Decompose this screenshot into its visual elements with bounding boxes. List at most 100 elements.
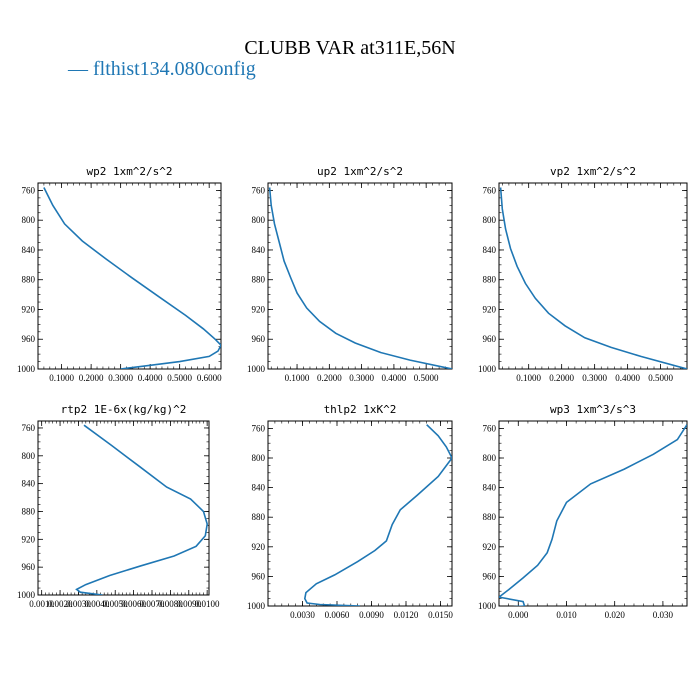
panel-title: wp3 1xm^3/s^3 [550, 403, 636, 416]
plot-frame [267, 182, 453, 370]
x-tick-label: 0.000 [508, 610, 529, 620]
y-tick-label: 1000 [17, 590, 36, 600]
chart-panel-6: wp3 1xm^3/s^3 760 800 840 880 920 960 1000 0.000… [478, 403, 688, 620]
series-line [499, 424, 687, 606]
x-tick-label: 0.0030 [290, 610, 315, 620]
y-tick-label: 760 [22, 423, 36, 433]
y-tick-label: 960 [252, 334, 266, 344]
y-tick-label: 880 [22, 275, 36, 285]
y-tick-label: 840 [483, 483, 497, 493]
y-tick-label: 1000 [247, 364, 266, 374]
chart-panel-3: vp2 1xm^2/s^2 760 800 840 880 920 960 1000 0.100… [478, 165, 688, 383]
y-tick-label: 800 [22, 451, 36, 461]
x-tick-label: 0.0090 [176, 599, 201, 609]
y-tick-label: 840 [252, 483, 266, 493]
y-tick-label: 800 [483, 453, 497, 463]
x-tick-label: 0.0040 [84, 599, 109, 609]
chart-panel-5: thlp2 1xK^2 760 800 840 880 920 960 1000 0.0030 0… [247, 403, 453, 620]
y-tick-label: 840 [483, 245, 497, 255]
panel-title: vp2 1xm^2/s^2 [550, 165, 636, 178]
y-tick-label: 800 [22, 215, 36, 225]
series-line [43, 187, 221, 369]
y-tick-label: 1000 [247, 601, 266, 611]
x-tick-label: 0.0120 [394, 610, 419, 620]
x-tick-label: 0.2000 [79, 373, 104, 383]
y-tick-label: 960 [22, 562, 36, 572]
y-tick-label: 800 [252, 215, 266, 225]
y-tick-label: 920 [252, 304, 266, 314]
x-tick-label: 0.2000 [549, 373, 574, 383]
series-line [268, 187, 452, 369]
y-tick-label: 920 [22, 534, 36, 544]
x-tick-label: 0.3000 [349, 373, 374, 383]
x-tick-label: 0.0060 [121, 599, 146, 609]
panel-title: rtp2 1E-6x(kg/kg)^2 [61, 403, 187, 416]
x-tick-label: 0.0070 [140, 599, 165, 609]
x-tick-label: 0.030 [653, 610, 674, 620]
x-tick-label: 0.0080 [158, 599, 183, 609]
y-tick-label: 880 [22, 506, 36, 516]
plot-frame [267, 420, 453, 607]
y-tick-label: 920 [483, 304, 497, 314]
panel-title: up2 1xm^2/s^2 [317, 165, 403, 178]
chart-panel-1: wp2 1xm^2/s^2 760 800 840 880 920 960 1000 0.100… [17, 165, 222, 383]
y-tick-label: 960 [483, 571, 497, 581]
x-tick-label: 0.0020 [48, 599, 73, 609]
y-tick-label: 960 [483, 334, 497, 344]
x-tick-label: 0.6000 [197, 373, 222, 383]
y-tick-label: 800 [252, 453, 266, 463]
y-tick-label: 880 [252, 512, 266, 522]
y-tick-label: 1000 [17, 364, 36, 374]
x-tick-label: 0.0030 [66, 599, 91, 609]
x-tick-label: 0.5000 [167, 373, 192, 383]
y-tick-label: 840 [22, 479, 36, 489]
plot-frame [37, 420, 210, 596]
series-line [303, 424, 452, 606]
y-tick-label: 880 [252, 275, 266, 285]
y-tick-label: 760 [252, 423, 266, 433]
x-tick-label: 0.3000 [108, 373, 133, 383]
x-tick-label: 0.0090 [359, 610, 384, 620]
y-tick-label: 920 [252, 542, 266, 552]
chart-panel-4: rtp2 1E-6x(kg/kg)^2 760 800 840 880 920 960 100… [17, 403, 220, 609]
x-tick-label: 0.010 [556, 610, 577, 620]
y-tick-label: 920 [483, 542, 497, 552]
y-tick-label: 840 [22, 245, 36, 255]
y-tick-label: 960 [22, 334, 36, 344]
y-tick-label: 760 [22, 185, 36, 195]
x-tick-label: 0.1000 [516, 373, 541, 383]
legend-entry: — flthist134.080config [68, 58, 256, 80]
y-tick-label: 760 [483, 423, 497, 433]
x-tick-label: 0.3000 [582, 373, 607, 383]
x-tick-label: 0.1000 [285, 373, 310, 383]
y-tick-label: 760 [252, 185, 266, 195]
panel-title: wp2 1xm^2/s^2 [86, 165, 172, 178]
x-tick-label: 0.0050 [103, 599, 128, 609]
chart-panel-2: up2 1xm^2/s^2 760 800 840 880 920 960 1000 0.100… [247, 165, 453, 383]
x-tick-label: 0.2000 [317, 373, 342, 383]
x-tick-label: 0.5000 [648, 373, 673, 383]
y-tick-label: 800 [483, 215, 497, 225]
x-tick-label: 0.4000 [138, 373, 163, 383]
y-tick-label: 960 [252, 571, 266, 581]
y-tick-label: 880 [483, 512, 497, 522]
y-tick-label: 920 [22, 304, 36, 314]
x-tick-label: 0.0010 [29, 599, 54, 609]
series-line [75, 424, 209, 595]
y-tick-label: 1000 [478, 364, 497, 374]
plot-frame [37, 182, 222, 370]
x-tick-label: 0.0060 [325, 610, 350, 620]
series-line [499, 187, 687, 369]
figure-title: CLUBB VAR at311E,56N [244, 37, 456, 59]
y-tick-label: 880 [483, 275, 497, 285]
x-tick-label: 0.4000 [382, 373, 407, 383]
panel-title: thlp2 1xK^2 [324, 403, 397, 416]
x-tick-label: 0.0150 [428, 610, 453, 620]
y-tick-label: 760 [483, 185, 497, 195]
plot-frame [498, 182, 688, 370]
y-tick-label: 840 [252, 245, 266, 255]
x-tick-label: 0.0100 [195, 599, 220, 609]
x-tick-label: 0.5000 [414, 373, 439, 383]
x-tick-label: 0.4000 [615, 373, 640, 383]
